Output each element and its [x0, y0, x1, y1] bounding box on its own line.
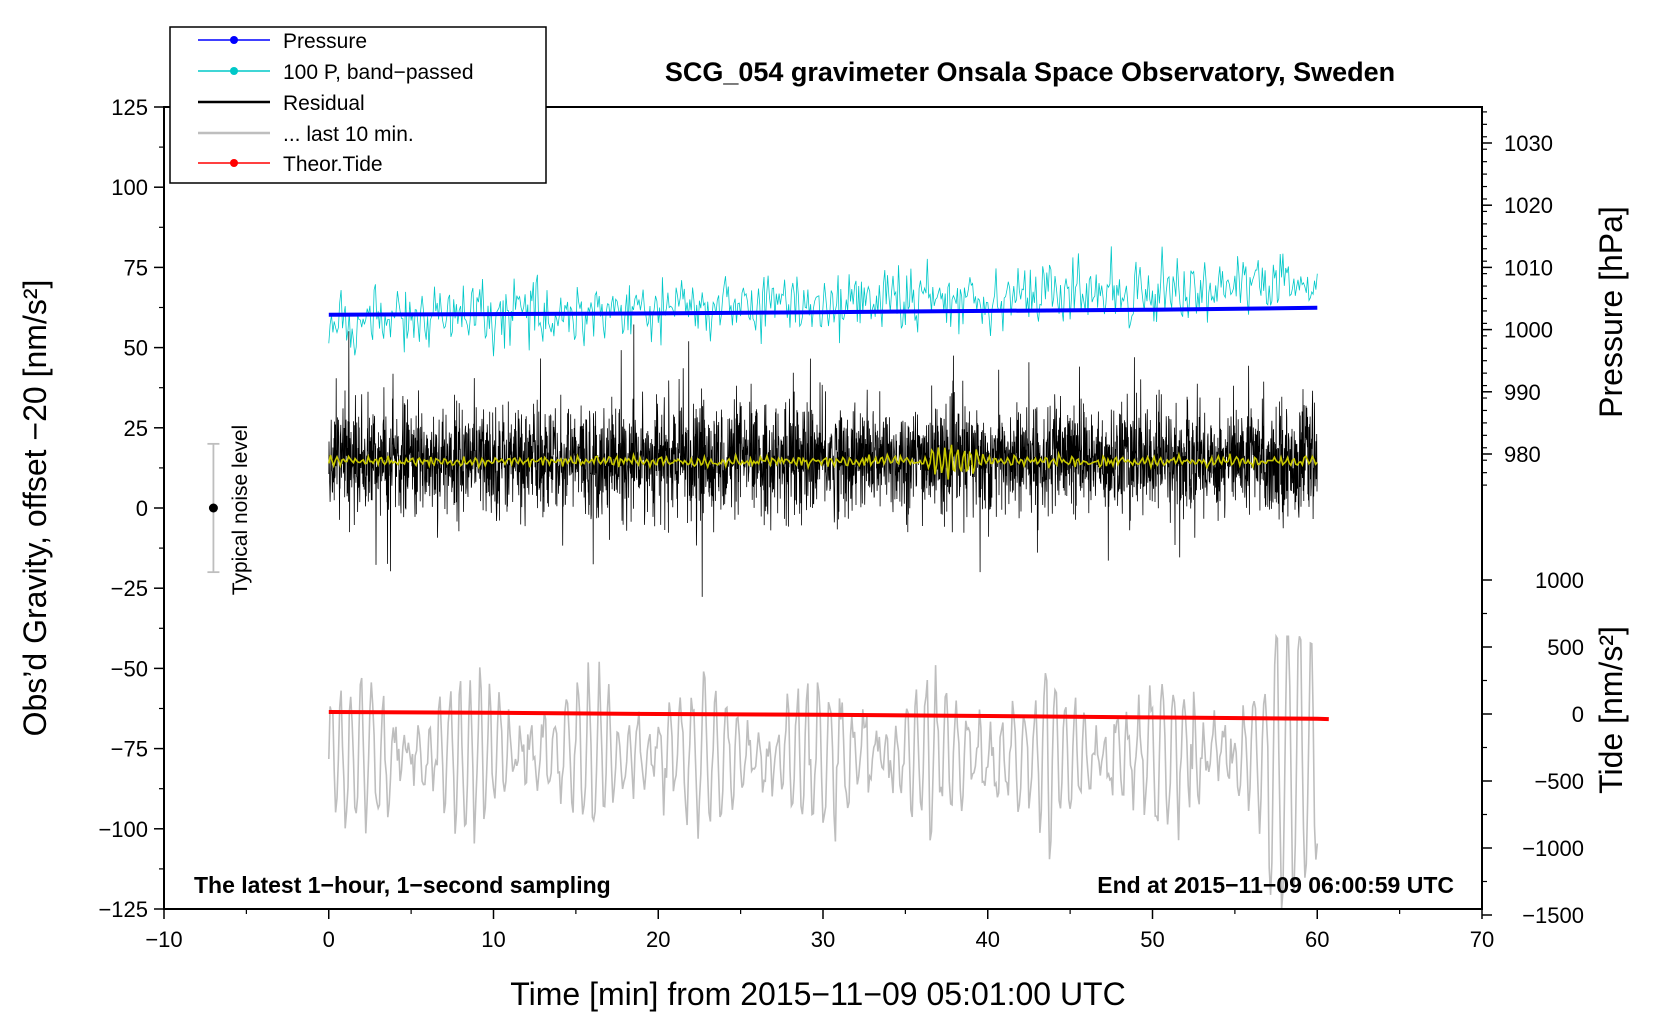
pressure-tick-label: 1000: [1504, 318, 1553, 343]
y-axis-label-tide: Tide [nm/s²]: [1593, 626, 1629, 794]
series-layer: [207, 246, 1329, 910]
chart-title: SCG_054 gravimeter Onsala Space Observat…: [665, 57, 1395, 87]
y-tick-label-left: 100: [111, 175, 148, 200]
series-pressure-bandpassed: [328, 246, 1318, 357]
y-tick-label-left: −75: [111, 737, 148, 762]
x-tick-label: 20: [646, 927, 670, 952]
pressure-tick-label: 1020: [1504, 193, 1553, 218]
y-tick-label-left: 125: [111, 95, 148, 120]
legend-entry-last10: ... last 10 min.: [198, 123, 414, 146]
tide-tick-label: 500: [1547, 635, 1584, 660]
y-tick-label-left: −50: [111, 656, 148, 681]
y-axis-label-left: Obs’d Gravity, offset −20 [nm/s²]: [17, 280, 53, 737]
legend-label-pressure: Pressure: [283, 30, 367, 53]
tide-tick-label: 1000: [1535, 568, 1584, 593]
legend-box: [169, 26, 547, 184]
x-tick-label: 60: [1305, 927, 1329, 952]
legend-entry-tide: Theor.Tide: [198, 153, 383, 176]
legend: Pressure 100 P, band−passed Residual ...…: [169, 26, 547, 184]
y-tick-label-left: 50: [124, 336, 148, 361]
x-tick-label: 70: [1470, 927, 1494, 952]
y-tick-label-left: 75: [124, 255, 148, 280]
pressure-tick-label: 1030: [1504, 131, 1553, 156]
y-tick-label-left: −25: [111, 576, 148, 601]
pressure-tick-label: 980: [1504, 442, 1541, 467]
x-tick-label: 30: [811, 927, 835, 952]
x-tick-label: 50: [1140, 927, 1164, 952]
legend-label-last10: ... last 10 min.: [283, 123, 414, 146]
annotation-end-time: End at 2015−11−09 06:00:59 UTC: [1097, 872, 1454, 898]
y-tick-label-left: 25: [124, 416, 148, 441]
legend-entry-residual: Residual: [198, 92, 365, 115]
x-tick-label: 10: [481, 927, 505, 952]
tide-tick-label: −1500: [1522, 903, 1584, 928]
series-residual: [328, 324, 1318, 597]
noise-bar: [207, 442, 220, 574]
annotation-sampling: The latest 1−hour, 1−second sampling: [194, 872, 611, 898]
pressure-tick-label: 1010: [1504, 255, 1553, 280]
x-tick-label: −10: [145, 927, 182, 952]
x-axis-label: Time [min] from 2015−11−09 05:01:00 UTC: [510, 976, 1125, 1012]
tide-tick-label: −500: [1534, 769, 1584, 794]
legend-entry-bandpassed: 100 P, band−passed: [198, 61, 474, 84]
noise-bar-center: [208, 503, 218, 513]
series-theor-tide: [328, 710, 1329, 722]
legend-entry-pressure: Pressure: [198, 30, 367, 53]
x-tick-label: 40: [976, 927, 1000, 952]
x-tick-label: 0: [323, 927, 335, 952]
y-axis-label-pressure: Pressure [hPa]: [1593, 206, 1629, 418]
legend-label-tide: Theor.Tide: [283, 153, 383, 176]
tide-tick-label: −1000: [1522, 836, 1584, 861]
legend-label-residual: Residual: [283, 92, 365, 115]
legend-marker-bandpassed: [230, 67, 238, 75]
noise-bar-label: Typical noise level: [229, 425, 252, 595]
legend-marker-pressure: [230, 36, 238, 44]
pressure-tick-label: 990: [1504, 380, 1541, 405]
y-tick-label-left: −100: [98, 817, 148, 842]
series-residual-smoothed: [328, 444, 1318, 480]
y-tick-label-left: 0: [136, 496, 148, 521]
ticks-layer: −10 0 10 20 30 40 50 60 701251007550250−25−50−75…: [98, 95, 1584, 952]
legend-label-bandpassed: 100 P, band−passed: [283, 61, 474, 84]
legend-marker-tide: [230, 159, 238, 167]
tide-tick-label: 0: [1572, 702, 1584, 727]
y-tick-label-left: −125: [98, 897, 148, 922]
series-pressure: [328, 305, 1318, 317]
series-last-10-min: [328, 633, 1319, 910]
